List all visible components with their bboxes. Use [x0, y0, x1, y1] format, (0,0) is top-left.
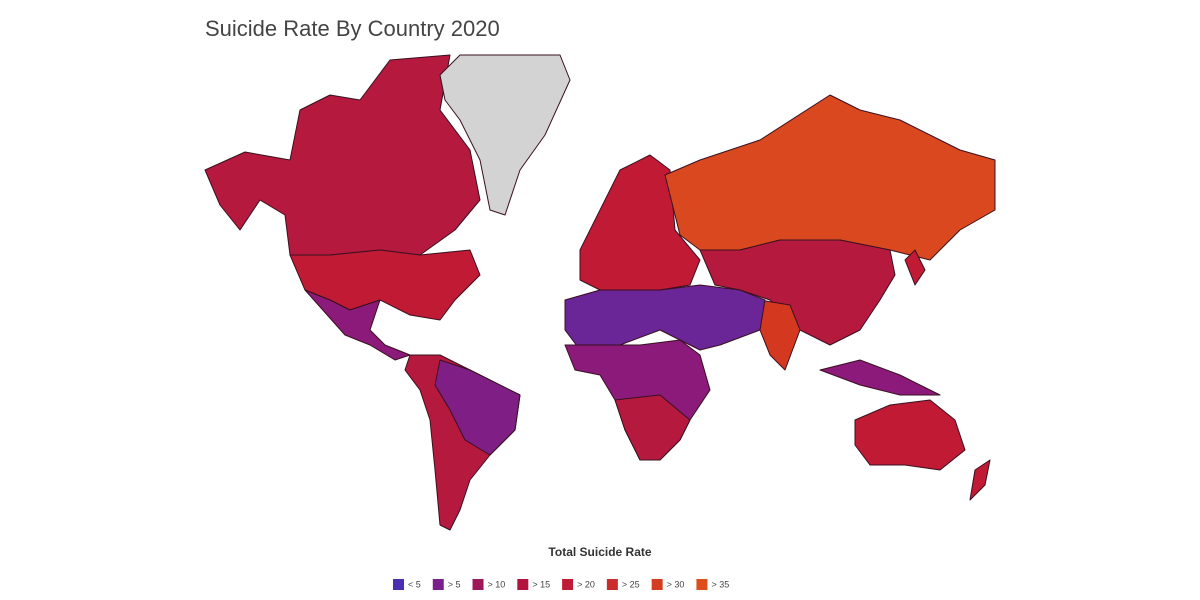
north-africa-middle-east	[564, 284, 766, 351]
legend-swatch	[606, 579, 618, 590]
legend-label: > 10	[488, 579, 506, 589]
legend: < 5 > 5 > 10 > 15 > 20 > 25 > 30 > 35	[393, 579, 729, 590]
legend-label: > 20	[577, 579, 595, 589]
southeast-asia	[819, 359, 941, 396]
legend-swatch	[432, 579, 444, 590]
legend-swatch	[472, 579, 484, 590]
legend-label: > 15	[532, 579, 550, 589]
legend-swatch	[393, 579, 404, 590]
greenland	[439, 54, 571, 216]
legend-label: > 5	[448, 579, 461, 589]
legend-title: Total Suicide Rate	[548, 545, 651, 559]
canada-alaska	[204, 54, 481, 256]
brazil	[434, 359, 521, 456]
legend-swatch	[696, 579, 708, 590]
new-zealand	[969, 459, 991, 501]
legend-label: > 30	[667, 579, 685, 589]
japan	[904, 249, 926, 286]
world-map	[204, 54, 996, 531]
legend-label: < 5	[408, 579, 421, 589]
usa	[289, 249, 481, 321]
map-title: Suicide Rate By Country 2020	[205, 16, 500, 41]
australia	[854, 399, 966, 471]
legend-swatch	[651, 579, 663, 590]
legend-swatch	[517, 579, 529, 590]
central-america	[304, 289, 411, 361]
legend-label: > 25	[622, 579, 640, 589]
russia	[664, 94, 996, 261]
legend-swatch	[562, 579, 574, 590]
southern-africa	[614, 394, 691, 461]
legend-label: > 35	[711, 579, 729, 589]
